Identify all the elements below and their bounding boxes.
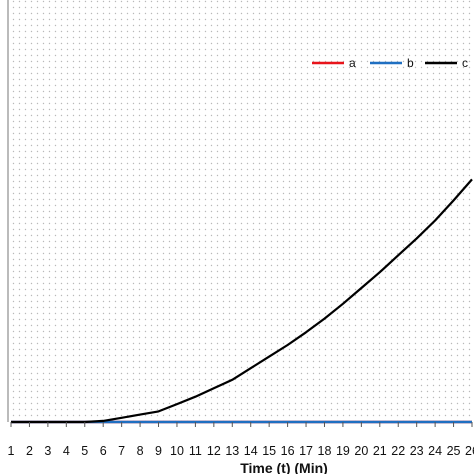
- x-tick-label: 16: [281, 444, 295, 458]
- x-tick-label: 8: [137, 444, 144, 458]
- x-tick-label: 17: [299, 444, 313, 458]
- x-axis-title: Time (t) (Min): [240, 460, 328, 474]
- legend: a b c: [312, 56, 468, 70]
- x-tick-label: 20: [354, 444, 368, 458]
- x-tick-label: 13: [225, 444, 239, 458]
- x-tick-label: 23: [410, 444, 424, 458]
- x-tick-label: 1: [8, 444, 15, 458]
- x-tick-label: 5: [81, 444, 88, 458]
- x-tick-label: 4: [63, 444, 70, 458]
- x-tick-label: 15: [262, 444, 276, 458]
- x-tick-label: 6: [100, 444, 107, 458]
- x-tick-label: 12: [207, 444, 221, 458]
- plot-area: [8, 0, 474, 422]
- x-tick-label: 14: [244, 444, 258, 458]
- x-tick-label: 2: [26, 444, 33, 458]
- x-tick-label: 11: [189, 444, 202, 458]
- x-tick-label: 3: [44, 444, 51, 458]
- x-tick-label: 10: [170, 444, 184, 458]
- x-tick-labels: 1 2 3 4 5 6 7 8 9 10 11 12 13 14 15 16 17 18 19 20 21 22 23 24 2…: [8, 422, 474, 458]
- x-tick-label: 22: [391, 444, 405, 458]
- x-tick-label: 25: [447, 444, 461, 458]
- series-line-c: [11, 178, 473, 424]
- x-tick-label: 18: [318, 444, 332, 458]
- x-tick-label: 7: [118, 444, 125, 458]
- x-tick-label: 24: [428, 444, 442, 458]
- legend-label-c: c: [462, 56, 468, 70]
- series-layer: [11, 178, 473, 424]
- legend-label-b: b: [407, 56, 414, 70]
- x-tick-label: 21: [373, 444, 387, 458]
- legend-label-a: a: [349, 56, 356, 70]
- x-tick-label: 26: [465, 444, 474, 458]
- x-tick-label: 19: [336, 444, 350, 458]
- x-tick-label: 9: [155, 444, 162, 458]
